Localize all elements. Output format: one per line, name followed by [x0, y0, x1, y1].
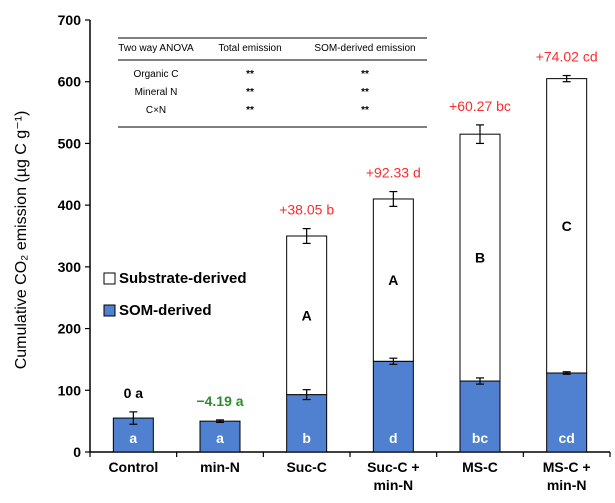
- x-tick-label: MS-C: [462, 459, 498, 475]
- difference-label: +92.33 d: [366, 165, 421, 181]
- bar-substrate-derived: [372, 198, 414, 362]
- difference-label: 0 a: [124, 385, 144, 401]
- bars: [112, 74, 588, 453]
- y-tick-label: 600: [58, 74, 82, 90]
- bar-letter-som: b: [302, 430, 311, 446]
- anova-cell: **: [361, 69, 369, 80]
- legend-swatch-som: [103, 304, 116, 317]
- bar-som-derived: [199, 420, 241, 453]
- anova-table: Two way ANOVA Total emission SOM-derived e…: [118, 37, 427, 128]
- difference-label: +60.27 bc: [449, 98, 511, 114]
- anova-cell: **: [361, 105, 369, 116]
- legend-label-substrate: Substrate-derived: [119, 270, 247, 287]
- x-tick-label: MS-C +: [543, 459, 591, 475]
- bar-som-derived: [372, 360, 414, 453]
- anova-header: Total emission: [218, 43, 281, 54]
- y-tick-label: 700: [58, 12, 82, 28]
- bar-letter-som: d: [389, 430, 398, 446]
- y-axis-title: Cumulative CO₂ emission (µg C g⁻¹): [13, 111, 30, 370]
- x-tick-label-line2: min-N: [547, 477, 587, 493]
- anova-cell: **: [361, 87, 369, 98]
- bar-letter-som: cd: [558, 430, 574, 446]
- anova-cell: C×N: [146, 105, 166, 116]
- y-tick-label: 500: [58, 135, 82, 151]
- x-tick-label: Suc-C: [286, 459, 326, 475]
- legend-swatch-substrate: [103, 272, 116, 285]
- y-tick-label: 400: [58, 197, 82, 213]
- bar-letter-substrate: C: [562, 218, 572, 234]
- difference-label: −4.19 a: [196, 393, 243, 409]
- axes: 0 100 200 300 400 500 600 700 Control min-N Suc-C S…: [13, 12, 611, 493]
- legend-label-som: SOM-derived: [119, 302, 212, 319]
- y-tick-label: 100: [58, 382, 82, 398]
- difference-label: +74.02 cd: [536, 49, 598, 65]
- x-tick-label: Suc-C +: [367, 459, 420, 475]
- anova-header: Two way ANOVA: [118, 43, 194, 54]
- legend: Substrate-derived SOM-derived: [103, 270, 247, 319]
- y-tick-label: 0: [73, 444, 81, 460]
- x-tick-label: min-N: [200, 459, 240, 475]
- x-tick-label: Control: [108, 459, 158, 475]
- anova-cell: Mineral N: [135, 87, 178, 98]
- bar-letter-substrate: A: [388, 272, 398, 288]
- bar-substrate-derived: [286, 235, 328, 396]
- y-tick-label: 200: [58, 321, 82, 337]
- y-tick-label: 300: [58, 259, 82, 275]
- x-tick-label-line2: min-N: [373, 477, 413, 493]
- anova-cell: **: [246, 87, 254, 98]
- bar-substrate-derived: [459, 133, 501, 382]
- anova-cell: Organic C: [133, 69, 178, 80]
- bar-letter-som: bc: [472, 430, 489, 446]
- bar-letter-som: a: [129, 430, 137, 446]
- bar-som-derived: [546, 372, 588, 453]
- bar-letter-som: a: [216, 430, 224, 446]
- bar-letter-substrate: B: [475, 250, 485, 266]
- bar-som-derived: [286, 394, 328, 453]
- anova-header: SOM-derived emission: [314, 43, 415, 54]
- anova-cell: **: [246, 105, 254, 116]
- anova-cell: **: [246, 69, 254, 80]
- labels: a 0 a a −4.19 a b A +38.05 b d A +92.33 d bc B +60.2…: [124, 49, 598, 446]
- bar-letter-substrate: A: [302, 307, 312, 323]
- difference-label: +38.05 b: [279, 202, 334, 218]
